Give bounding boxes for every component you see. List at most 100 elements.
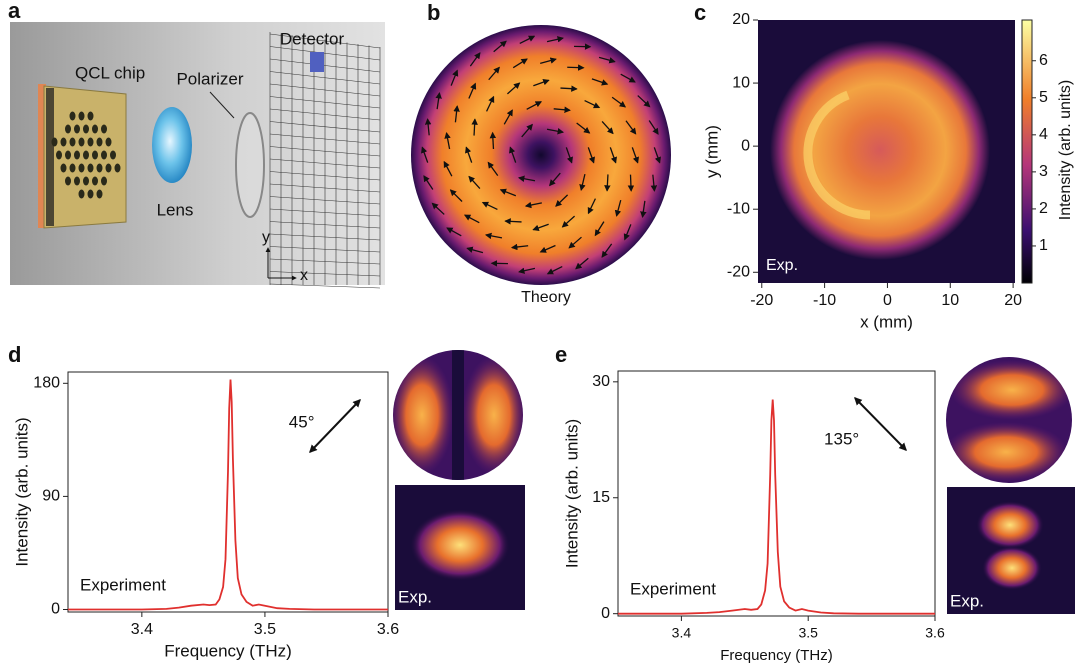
arrow [488, 66, 500, 81]
colorbar-label: Intensity (arb. units) [1057, 80, 1074, 221]
y-tick-label: 30 [592, 373, 610, 390]
hole [51, 137, 58, 147]
grid-wire [269, 108, 381, 121]
arrow [546, 265, 563, 275]
hole [114, 163, 121, 173]
arrow [484, 232, 503, 240]
arrow [587, 147, 595, 164]
inset-label: Exp. [398, 587, 432, 606]
label: Detector [280, 29, 345, 48]
arrow [487, 161, 499, 177]
heatmap-intensity [770, 40, 990, 260]
axis-name: y [262, 229, 270, 246]
x-axis-label: Frequency (THz) [720, 647, 833, 664]
y-tick-label: 180 [33, 375, 60, 392]
arrow [481, 201, 498, 210]
y-tick-label: 10 [732, 74, 750, 91]
arrow [512, 58, 528, 69]
inset-experiment [410, 509, 510, 581]
lens [152, 107, 192, 183]
arrow [575, 257, 589, 270]
arrow [431, 202, 445, 215]
arrow [560, 85, 578, 92]
arrow [584, 100, 601, 109]
hole [74, 176, 80, 186]
colorbar-tick-label: 4 [1039, 126, 1048, 143]
x-tick-label: 3.6 [377, 621, 399, 638]
arrow [598, 56, 616, 64]
arrow [540, 57, 557, 65]
hole [87, 137, 94, 147]
arrow [435, 91, 442, 110]
arrow [591, 78, 609, 86]
y-tick-label: 0 [741, 137, 750, 154]
polarizer-pointer [209, 91, 235, 119]
x-tick-label: -10 [813, 292, 836, 309]
arrow [453, 105, 460, 123]
hole [74, 124, 80, 134]
theory-map [411, 25, 671, 285]
hole [65, 124, 71, 134]
polarization-arrow [309, 399, 361, 453]
arrow [640, 200, 647, 219]
chip-holes [51, 111, 121, 199]
hole [96, 163, 103, 173]
x-tick-label: 3.6 [925, 625, 945, 641]
arrow [449, 189, 463, 202]
hole [74, 150, 80, 160]
hole [96, 137, 103, 147]
arrow [443, 160, 453, 177]
arrow [579, 173, 586, 191]
arrow [565, 147, 573, 164]
panel-letter: c [694, 0, 706, 25]
arrow [546, 128, 565, 135]
grid-wire [269, 83, 381, 97]
hole [65, 176, 71, 186]
grid-wire [269, 246, 381, 253]
x-tick-label: 3.5 [798, 625, 818, 641]
y-axis-label: Intensity (arb. units) [12, 417, 31, 566]
panel-letter: b [427, 0, 440, 25]
arrow [653, 147, 661, 164]
arrow [421, 146, 429, 163]
grid-wire [269, 221, 381, 229]
panel-letter: a [8, 0, 21, 23]
arrow [446, 227, 462, 237]
line [68, 379, 388, 611]
hole [69, 137, 76, 147]
panel-letter: e [555, 342, 567, 367]
grid-wire [269, 158, 381, 169]
x-tick-label: 3.4 [131, 621, 153, 638]
x-tick-label: 10 [941, 292, 959, 309]
hole [83, 124, 89, 134]
y-tick-label: -10 [727, 200, 750, 217]
hole [69, 111, 76, 121]
arrow [517, 175, 536, 182]
hole [69, 163, 76, 173]
hole [101, 124, 107, 134]
colorbar-tick-label: 5 [1039, 89, 1048, 106]
arrow [468, 82, 477, 99]
line [618, 399, 935, 615]
chip-glow [38, 84, 46, 228]
arrow [510, 243, 529, 251]
arrow [499, 188, 517, 197]
hole [56, 150, 62, 160]
arrow [526, 101, 543, 110]
legend-label: Experiment [80, 575, 166, 594]
arrow [555, 194, 569, 207]
arrow [604, 174, 611, 192]
grid-wire [269, 121, 381, 133]
arrow [614, 199, 622, 217]
grid-wire [269, 233, 381, 241]
plot-frame [67, 371, 389, 613]
arrow [463, 214, 480, 224]
arrow [549, 172, 561, 187]
arrow [553, 106, 571, 113]
label: QCL chip [75, 63, 145, 82]
x-tick-label: -20 [750, 292, 773, 309]
colorbar-tick-label: 6 [1039, 52, 1048, 69]
arrow [524, 201, 542, 209]
arrow [625, 120, 637, 135]
caption: Theory [521, 289, 571, 306]
